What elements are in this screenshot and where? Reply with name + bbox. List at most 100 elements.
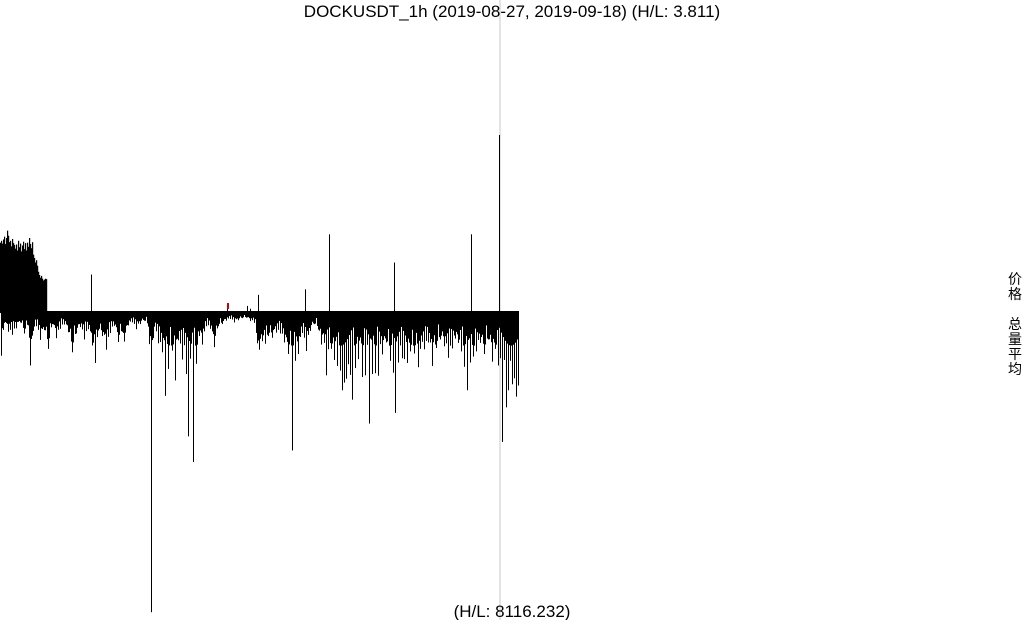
lower-bar-fill bbox=[135, 313, 136, 320]
lower-bar bbox=[210, 313, 211, 329]
lower-bar-fill bbox=[423, 313, 424, 332]
lower-bar-fill bbox=[66, 313, 67, 325]
lower-bar-fill bbox=[229, 313, 230, 317]
lower-bar-fill bbox=[126, 313, 127, 326]
lower-bar-fill bbox=[5, 313, 6, 323]
lower-bar-fill bbox=[385, 313, 386, 339]
lower-bar bbox=[44, 313, 45, 331]
lower-bar bbox=[393, 313, 394, 373]
lower-bar bbox=[331, 313, 332, 349]
lower-bar-fill bbox=[401, 313, 402, 327]
lower-bar-fill bbox=[427, 313, 428, 327]
lower-bar-fill bbox=[251, 313, 252, 319]
lower-bar-fill bbox=[113, 313, 114, 322]
lower-bar-fill bbox=[438, 313, 439, 325]
upper-bar bbox=[17, 250, 19, 311]
lower-bar bbox=[84, 313, 85, 340]
lower-bar bbox=[436, 313, 437, 348]
lower-bar-fill bbox=[7, 313, 8, 324]
lower-bar-fill bbox=[183, 313, 184, 329]
lower-bar-fill bbox=[198, 313, 199, 332]
lower-bar bbox=[452, 313, 453, 349]
lower-bar-fill bbox=[197, 313, 198, 345]
upper-bar bbox=[471, 234, 472, 311]
lower-bar bbox=[342, 313, 343, 391]
lower-bar-fill bbox=[446, 313, 447, 344]
lower-bar-fill bbox=[29, 313, 30, 338]
lower-bar bbox=[24, 313, 25, 334]
lower-bar-fill bbox=[478, 313, 479, 340]
lower-bar-fill bbox=[10, 313, 11, 330]
lower-bar-fill bbox=[416, 313, 417, 333]
lower-bar-fill bbox=[397, 313, 398, 337]
lower-bar bbox=[448, 313, 449, 358]
lower-bar-fill bbox=[466, 313, 467, 336]
lower-bar-fill bbox=[368, 313, 369, 335]
lower-bar-fill bbox=[403, 313, 404, 331]
lower-bar-fill bbox=[105, 313, 106, 334]
lower-bar-fill bbox=[323, 313, 324, 334]
lower-bar-fill bbox=[371, 313, 372, 340]
lower-bar bbox=[428, 313, 429, 343]
lower-bar bbox=[518, 313, 519, 386]
lower-bar-fill bbox=[31, 313, 32, 339]
lower-bar-fill bbox=[212, 313, 213, 332]
lower-bar-fill bbox=[493, 313, 494, 339]
upper-bar bbox=[34, 257, 36, 311]
lower-bar-fill bbox=[299, 313, 300, 337]
lower-bar bbox=[162, 313, 163, 353]
lower-bar-fill bbox=[139, 313, 140, 322]
lower-bar-fill bbox=[82, 313, 83, 330]
lower-bar-fill bbox=[437, 313, 438, 341]
lower-bar-fill bbox=[209, 313, 210, 321]
upper-bar bbox=[12, 238, 14, 311]
lower-bar-fill bbox=[313, 313, 314, 324]
lower-bar-fill bbox=[412, 313, 413, 330]
lower-bar-fill bbox=[213, 313, 214, 335]
lower-bar bbox=[480, 313, 481, 343]
lower-bar-fill bbox=[181, 313, 182, 330]
lower-bar-fill bbox=[89, 313, 90, 325]
lower-bar bbox=[418, 313, 419, 368]
lower-bar-fill bbox=[153, 313, 154, 339]
lower-bar bbox=[514, 313, 515, 379]
lower-bar-fill bbox=[379, 313, 380, 332]
lower-bar bbox=[175, 313, 176, 381]
lower-bar-fill bbox=[443, 313, 444, 337]
lower-bar-fill bbox=[301, 313, 302, 327]
lower-bar-fill bbox=[367, 313, 368, 345]
lower-bar-fill bbox=[496, 313, 497, 345]
lower-bar bbox=[40, 313, 41, 340]
lower-bar bbox=[168, 313, 169, 369]
lower-bar bbox=[504, 313, 505, 360]
lower-bar-fill bbox=[469, 313, 470, 339]
lower-bar-fill bbox=[329, 313, 330, 328]
lower-bar-fill bbox=[271, 313, 272, 333]
lower-bar-fill bbox=[413, 313, 414, 346]
upper-bar bbox=[32, 242, 34, 311]
lower-bar-fill bbox=[236, 313, 237, 320]
lower-bar-fill bbox=[300, 313, 301, 338]
lower-bar-fill bbox=[491, 313, 492, 343]
lower-bar-fill bbox=[439, 313, 440, 338]
lower-bar-fill bbox=[320, 313, 321, 329]
lower-bar bbox=[324, 313, 325, 343]
upper-bar bbox=[18, 240, 20, 311]
upper-bar bbox=[19, 247, 21, 311]
lower-bar-fill bbox=[237, 313, 238, 319]
lower-bar bbox=[404, 313, 405, 360]
chart-title: DOCKUSDT_1h (2019-08-27, 2019-09-18) (H/… bbox=[304, 2, 720, 21]
lower-bar bbox=[257, 313, 258, 344]
lower-bar-fill bbox=[248, 313, 249, 318]
upper-bar bbox=[41, 275, 43, 311]
lower-bar-fill bbox=[315, 313, 316, 324]
lower-bar bbox=[369, 313, 370, 424]
lower-bar-fill bbox=[483, 313, 484, 344]
lower-bar-fill bbox=[507, 313, 508, 344]
lower-bar-fill bbox=[235, 313, 236, 319]
lower-bar bbox=[495, 313, 496, 349]
lower-bar-fill bbox=[109, 313, 110, 323]
lower-bar bbox=[467, 313, 468, 391]
lower-bar-fill bbox=[87, 313, 88, 322]
lower-bar-fill bbox=[38, 313, 39, 330]
